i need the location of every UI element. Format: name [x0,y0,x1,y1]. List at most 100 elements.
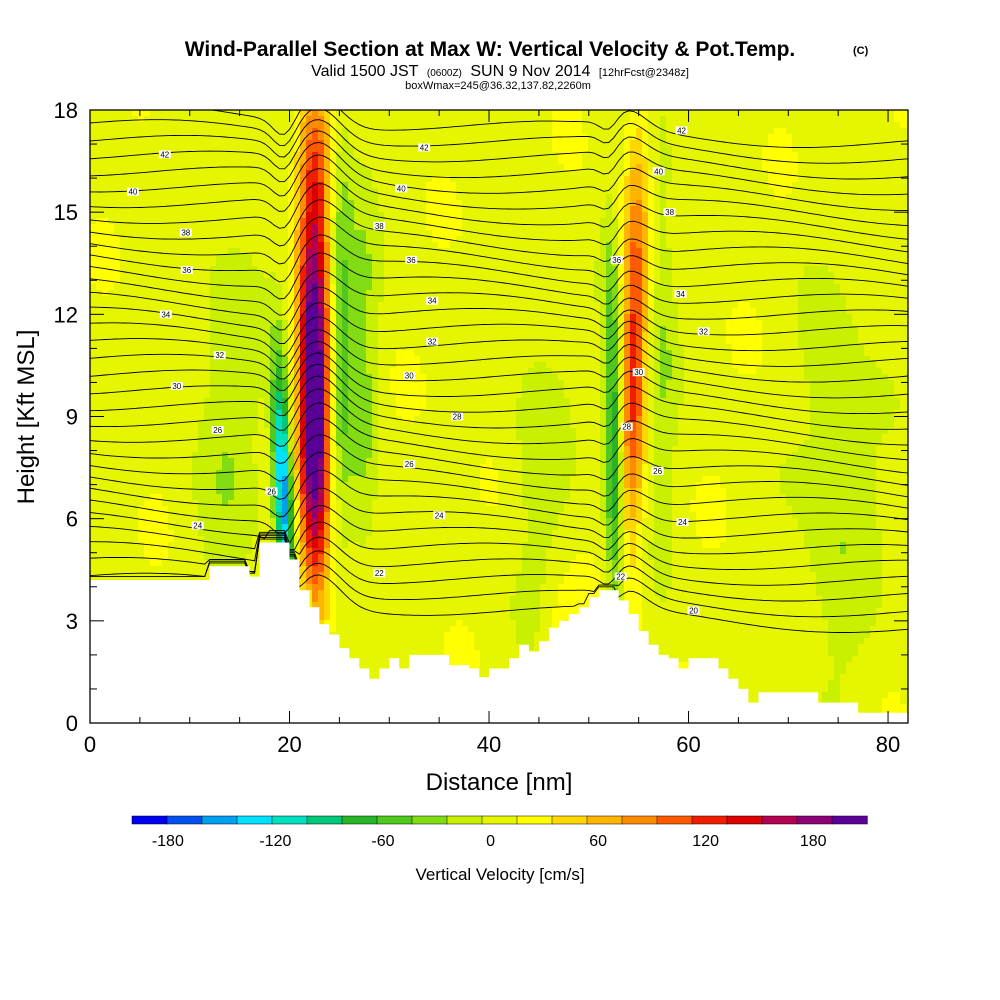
theta-contour-labels: 24 26 30 32 34 36 38 40 42 26 22 26 24 28 30 32 34 36 38 40… [126,126,710,616]
contour-label: 34 [161,310,170,319]
x-tick-label: 80 [876,732,900,757]
contour-label: 42 [160,150,169,159]
contour-label: 38 [665,208,674,217]
colorbar-segment [691,815,728,825]
contour-label: 32 [428,338,437,347]
colorbar-segment [831,815,868,825]
colorbar-label: Vertical Velocity [cm/s] [415,865,584,884]
x-tick-label: 0 [84,732,96,757]
contour-label: 24 [678,518,687,527]
colorbar-segment [726,815,763,825]
contour-label: 30 [172,382,181,391]
valid-utc: (0600Z) [427,68,462,79]
colorbar-tick-label: -60 [371,833,394,850]
contour-label-bg [403,371,416,380]
theta-contour-line [90,142,908,211]
contour-label: 24 [193,521,202,530]
contour-label: 40 [128,188,137,197]
valid-time: Valid 1500 JST (0600Z) SUN 9 Nov 2014 [1… [311,63,689,80]
x-axis-label: Distance [nm] [426,769,573,796]
contour-label-bg [674,289,687,298]
contour-label-bg [451,412,464,421]
theta-contour-line [90,234,908,292]
contour-label: 26 [213,426,222,435]
contour-label-bg [373,221,386,230]
theta-contour-line [90,402,908,474]
y-tick-label: 9 [66,405,78,430]
colorbar-tick-label: -180 [152,833,184,850]
theta-contour-line [90,538,908,633]
theta-contour-line [90,270,908,320]
x-tick-label: 60 [676,732,700,757]
theta-contour-line [90,199,908,265]
contour-label-bg [426,337,439,346]
colorbar-tick-label: -120 [259,833,291,850]
contour-label-bg [651,466,664,475]
contour-label: 28 [453,413,462,422]
colorbar-segment [131,815,168,825]
y-tick-label: 3 [66,609,78,634]
contour-label: 36 [182,266,191,275]
y-tick-label: 12 [54,302,78,327]
contour-label-bg [652,167,665,176]
contour-label-bg [614,572,627,581]
theta-contour-line [90,434,908,498]
contour-label-bg [158,150,171,159]
contour-label: 42 [677,126,686,135]
colorbar: -180 -120 -60 0 60 120 180 [131,815,868,850]
title-copyright-mark: (C) [853,45,869,57]
theta-contour-line [90,119,908,180]
valid-prefix: Valid 1500 JST [311,63,419,80]
theta-contour-line [90,521,908,571]
colorbar-segment [551,815,588,825]
colorbar-segment [621,815,658,825]
y-tick-label: 15 [54,200,78,225]
colorbar-segment [376,815,413,825]
contour-label-bg [373,569,386,578]
contour-label-bg [675,126,688,135]
contour-label: 22 [616,573,625,582]
contour-label: 28 [622,423,631,432]
colorbar-segment [166,815,203,825]
colorbar-segment [201,815,238,825]
theta-contour-line [90,329,908,383]
x-tick-label: 20 [277,732,301,757]
theta-contour-line [90,451,908,512]
theta-contour-line [90,110,908,164]
valid-date: SUN 9 Nov 2014 [470,63,590,80]
contour-label: 36 [612,256,621,265]
contour-label: 30 [634,368,643,377]
contour-label-bg [632,368,645,377]
colorbar-tick-label: 120 [692,833,719,850]
chart-title: Wind-Parallel Section at Max W: Vertical… [185,38,796,61]
theta-contour-line [90,388,908,461]
contour-label-bg [403,460,416,469]
colorbar-segment [271,815,308,825]
colorbar-segment [761,815,798,825]
contour-label-bg [405,255,418,264]
contour-label-bg [191,521,204,530]
theta-contours [90,110,908,633]
colorbar-tick-label: 0 [486,833,495,850]
contour-label-bg [610,255,623,264]
colorbar-segment [446,815,483,825]
contour-label-bg [126,187,139,196]
contour-label-bg [211,426,224,435]
y-tick-label: 6 [66,507,78,532]
theta-contour-line [90,252,908,305]
theta-contour-line [90,183,908,253]
colorbar-segment [796,815,833,825]
theta-contour-line [90,352,908,415]
theta-contour-line [90,535,908,602]
contour-label-bg [676,518,689,527]
contour-label: 34 [676,290,685,299]
contour-label: 38 [181,229,190,238]
theta-contour-line [90,130,908,196]
contour-label: 34 [428,297,437,306]
contour-label-bg [159,310,172,319]
contour-label-bg [170,381,183,390]
contour-label-bg [620,422,633,431]
theta-contour-line [90,154,908,227]
theta-contour-line [90,286,908,336]
